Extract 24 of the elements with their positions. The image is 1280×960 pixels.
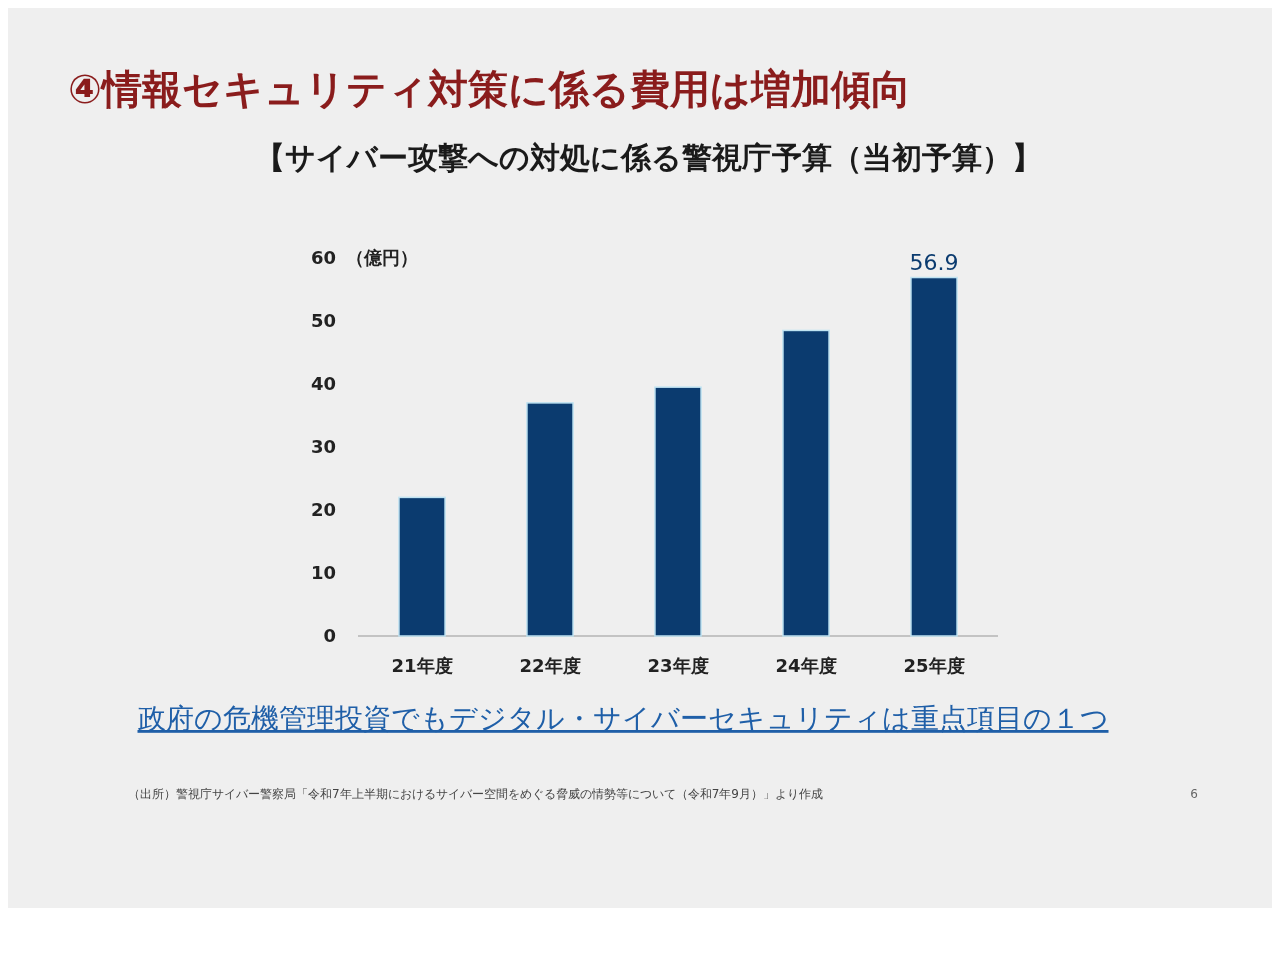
bar: [526, 402, 574, 637]
text: 6: [1190, 787, 1198, 801]
y-tick-label: 50: [310, 310, 336, 332]
x-tick-label: 23年度: [647, 655, 709, 676]
bar: [654, 386, 702, 637]
y-axis-title: （億円）: [346, 247, 418, 269]
data-label: 56.9: [909, 249, 959, 275]
text: （出所）警視庁サイバー警察局「令和7年上半期におけるサイバー空間をめぐる脅威の情勢等について（令和7年9月）」より作成: [128, 787, 823, 801]
chart-subtitle: 【サイバー攻撃への対処に係る警視庁予算（当初予算）】: [254, 140, 1042, 175]
x-tick-label: 22年度: [519, 655, 581, 676]
x-tick-label: 24年度: [775, 655, 837, 676]
y-tick-label: 0: [323, 625, 336, 647]
y-tick-label: 20: [310, 499, 336, 521]
x-tick-label: 25年度: [903, 655, 965, 676]
x-tick-label: 21年度: [391, 655, 453, 676]
text: 政府の危機管理投資でもデジタル・サイバーセキュリティは重点項目の１つ: [137, 702, 1109, 735]
bar: [782, 329, 830, 637]
bar: [910, 276, 958, 637]
chart-title: ④情報セキュリティ対策に係る費用は増加傾向: [68, 66, 911, 112]
bar: [398, 496, 446, 637]
y-tick-label: 10: [310, 562, 336, 584]
y-tick-label: 60: [310, 247, 336, 269]
y-tick-label: 40: [310, 373, 336, 395]
y-tick-label: 30: [310, 436, 336, 458]
